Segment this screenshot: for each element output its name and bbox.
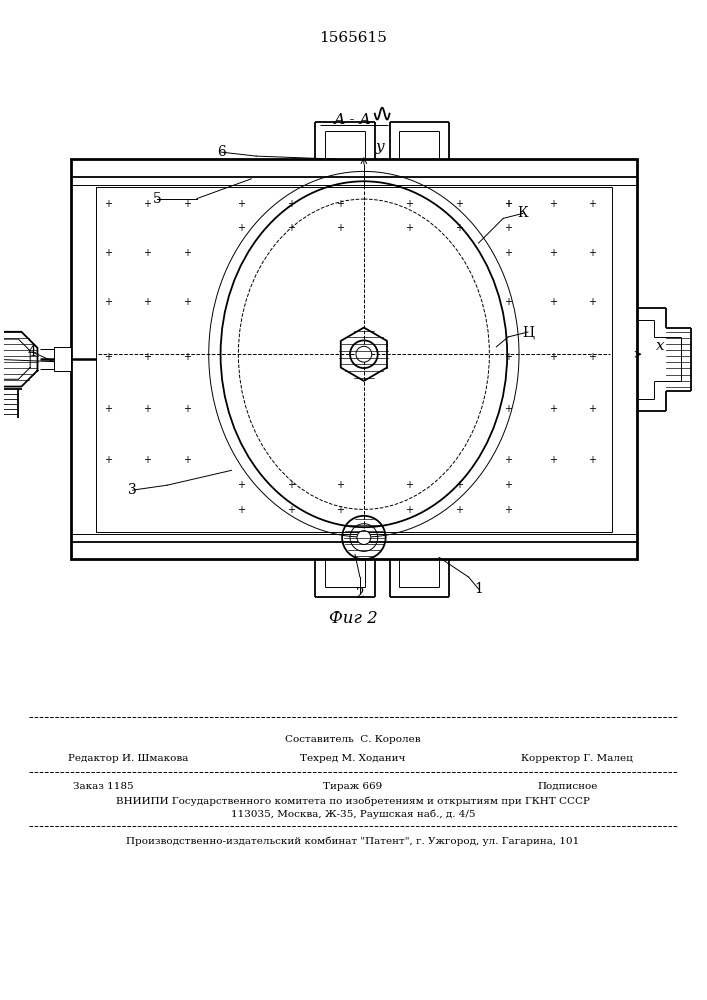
Text: +: +	[504, 199, 512, 209]
Text: +: +	[405, 199, 414, 209]
Text: +: +	[588, 297, 596, 307]
Text: Корректор Г. Малец: Корректор Г. Малец	[521, 754, 633, 763]
Text: +: +	[336, 223, 344, 233]
Bar	[71, 159, 636, 559]
Text: +: +	[504, 248, 512, 258]
Text: +: +	[549, 297, 556, 307]
Text: +: +	[104, 248, 112, 258]
Text: +: +	[588, 199, 596, 209]
Text: Тираж 669: Тираж 669	[323, 782, 382, 791]
Text: +: +	[336, 505, 344, 515]
Text: Фиг 2: Фиг 2	[329, 610, 378, 627]
Text: +: +	[144, 199, 151, 209]
Text: +: +	[588, 248, 596, 258]
Text: +: +	[588, 352, 596, 362]
Bar	[96, 187, 612, 532]
Text: +: +	[183, 199, 191, 209]
Text: 3: 3	[128, 483, 137, 497]
Text: +: +	[104, 404, 112, 414]
Text: +: +	[504, 352, 512, 362]
Text: +: +	[504, 455, 512, 465]
Text: +: +	[336, 199, 344, 209]
Bar	[54, 347, 71, 371]
Text: +: +	[287, 223, 295, 233]
Text: у: у	[375, 140, 385, 154]
Text: 1565615: 1565615	[319, 31, 387, 45]
Text: +: +	[504, 480, 512, 490]
Text: +: +	[504, 505, 512, 515]
Circle shape	[356, 346, 372, 362]
Text: +: +	[504, 297, 512, 307]
Text: Ц: Ц	[522, 325, 534, 339]
Text: +: +	[588, 455, 596, 465]
Text: Составитель  С. Королев: Составитель С. Королев	[285, 735, 421, 744]
Text: +: +	[104, 352, 112, 362]
Text: Редактор И. Шмакова: Редактор И. Шмакова	[67, 754, 188, 763]
Text: +: +	[405, 223, 414, 233]
Text: +: +	[405, 505, 414, 515]
Text: +: +	[455, 480, 463, 490]
Text: х: х	[656, 339, 665, 353]
Text: +: +	[504, 404, 512, 414]
Text: +: +	[549, 404, 556, 414]
Text: Заказ 1185: Заказ 1185	[73, 782, 134, 791]
Text: +: +	[287, 480, 295, 490]
Text: +: +	[144, 404, 151, 414]
Text: +: +	[588, 404, 596, 414]
Text: +: +	[287, 199, 295, 209]
Text: +: +	[405, 480, 414, 490]
Text: +: +	[549, 352, 556, 362]
Text: +: +	[144, 455, 151, 465]
Text: +: +	[144, 352, 151, 362]
Text: +: +	[336, 480, 344, 490]
Text: +: +	[183, 248, 191, 258]
Text: 113035, Москва, Ж-35, Раушская наб., д. 4/5: 113035, Москва, Ж-35, Раушская наб., д. …	[230, 810, 475, 819]
Text: +: +	[104, 297, 112, 307]
Text: +: +	[183, 455, 191, 465]
Text: К: К	[518, 206, 528, 220]
Text: +: +	[549, 455, 556, 465]
Text: +: +	[549, 199, 556, 209]
Text: +: +	[183, 352, 191, 362]
Text: +: +	[504, 223, 512, 233]
Text: +: +	[238, 199, 245, 209]
Text: +: +	[287, 505, 295, 515]
Text: +: +	[144, 297, 151, 307]
Circle shape	[357, 531, 370, 544]
Text: ВНИИПИ Государственного комитета по изобретениям и открытиям при ГКНТ СССР: ВНИИПИ Государственного комитета по изоб…	[116, 797, 590, 806]
Text: +: +	[549, 248, 556, 258]
Text: +: +	[104, 199, 112, 209]
Text: +: +	[183, 297, 191, 307]
Text: +: +	[238, 505, 245, 515]
Text: +: +	[238, 223, 245, 233]
Text: +: +	[455, 505, 463, 515]
Text: +: +	[455, 223, 463, 233]
Text: +: +	[504, 199, 512, 209]
Text: 5: 5	[153, 192, 162, 206]
Text: +: +	[104, 455, 112, 465]
Text: +: +	[183, 404, 191, 414]
Text: 4: 4	[28, 345, 36, 359]
Text: Производственно-издательский комбинат "Патент", г. Ужгород, ул. Гагарина, 101: Производственно-издательский комбинат "П…	[127, 836, 580, 846]
Text: +: +	[455, 199, 463, 209]
Text: 1: 1	[474, 582, 483, 596]
Text: +: +	[144, 248, 151, 258]
Text: +: +	[238, 480, 245, 490]
Text: 2: 2	[356, 587, 364, 601]
Text: Подписное: Подписное	[537, 782, 597, 791]
Text: Техред М. Ходанич: Техред М. Ходанич	[300, 754, 406, 763]
Text: 6: 6	[217, 145, 226, 159]
Text: А - А: А - А	[334, 113, 372, 127]
